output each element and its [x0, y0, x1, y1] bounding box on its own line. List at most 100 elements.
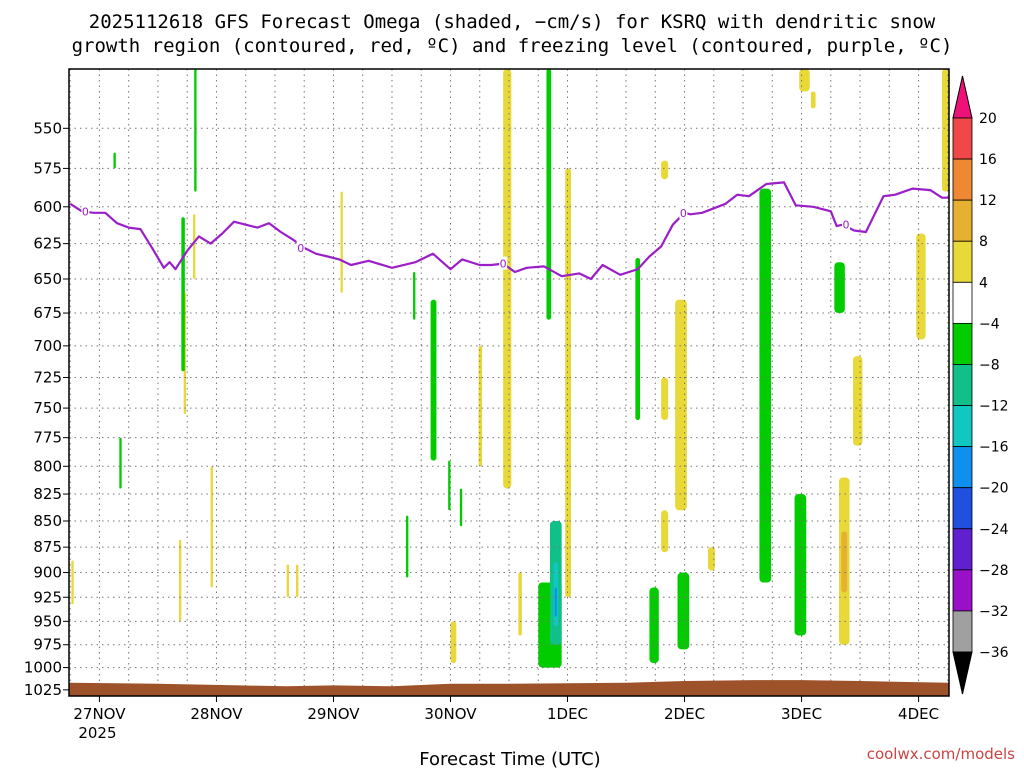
x-tick-label-3: 30NOV	[424, 705, 477, 723]
colorbar-tick-label-13: −36	[979, 645, 1009, 661]
omega-region-12	[518, 572, 522, 636]
colorbar-swatch-0	[952, 117, 973, 160]
freezing-label-bg-4	[842, 217, 851, 231]
freezing-label-bg-3	[679, 205, 688, 219]
omega-region-32	[448, 460, 451, 511]
omega-region-0	[71, 560, 74, 605]
omega-region-14	[661, 377, 669, 421]
y-tick-label-725: 725	[33, 369, 62, 387]
freezing-label-bg-2	[499, 256, 508, 270]
y-axis: 550 575 600 625 650 675 700 725 750 775 800 825 850 8…	[24, 119, 69, 699]
colorbar-tick-label-8: −16	[979, 440, 1009, 456]
colorbar-tick-label-2: 12	[979, 193, 997, 209]
omega-region-4	[210, 466, 213, 588]
omega-region-39	[794, 494, 807, 636]
omega-region-24	[841, 531, 848, 593]
colorbar-swatch-5	[952, 322, 973, 365]
omega-region-15	[661, 510, 669, 553]
chart-title-line1: 2025112618 GFS Forecast Omega (shaded, −…	[89, 11, 936, 33]
omega-region-40	[834, 262, 845, 314]
omega-region-23	[941, 69, 949, 192]
x-axis-label: Forecast Time (UTC)	[419, 749, 600, 768]
omega-region-34	[459, 488, 463, 527]
y-tick-label-850: 850	[33, 512, 62, 530]
y-tick-label-600: 600	[33, 198, 62, 216]
freezing-level-label-2: 0	[500, 258, 507, 271]
colorbar-swatch-8	[952, 446, 973, 489]
x-tick-label-1: 28NOV	[190, 705, 243, 723]
y-tick-label-625: 625	[33, 235, 62, 253]
omega-region-28	[119, 437, 122, 489]
x-tick-label-4: 1DEC	[547, 705, 588, 723]
omega-region-13	[675, 299, 687, 511]
omega-region-5	[286, 564, 289, 598]
y-tick-label-575: 575	[33, 159, 62, 177]
colorbar-tick-label-5: −4	[979, 316, 1000, 332]
y-tick-label-900: 900	[33, 564, 62, 582]
colorbar-bottom-arrow	[952, 651, 973, 695]
y-tick-label-675: 675	[33, 304, 62, 322]
omega-region-9	[478, 345, 483, 467]
omega-region-20	[853, 356, 863, 446]
y-tick-label-950: 950	[33, 612, 62, 630]
colorbar-swatch-4	[952, 281, 973, 324]
omega-region-19	[810, 91, 816, 109]
omega-region-30	[406, 515, 409, 578]
colorbar-tick-label-12: −32	[979, 604, 1009, 620]
colorbar-swatch-1	[952, 158, 973, 201]
colorbar-tick-label-4: 4	[979, 275, 988, 291]
plot-frame	[68, 68, 950, 697]
freezing-level-contour: 0 0 0 0 0	[69, 181, 949, 281]
grid-lines	[69, 69, 949, 696]
y-tick-label-975: 975	[33, 636, 62, 654]
y-tick-label-925: 925	[33, 588, 62, 606]
omega-region-27	[181, 217, 185, 372]
colorbar-swatch-11	[952, 569, 973, 612]
omega-region-25	[113, 152, 116, 169]
x-tick-sublabel-0: 2025	[78, 724, 116, 742]
colorbar-swatch-2	[952, 199, 973, 242]
omega-region-17	[707, 547, 715, 571]
omega-region-29	[413, 272, 416, 320]
omega-region-38	[759, 188, 772, 583]
colorbar-tick-label-1: 16	[979, 152, 997, 168]
colorbar-swatch-12	[952, 610, 973, 653]
y-tick-label-750: 750	[33, 399, 62, 417]
colorbar-tick-label-10: −24	[979, 522, 1009, 538]
freezing-level-line	[69, 181, 949, 281]
colorbar-tick-label-7: −12	[979, 399, 1009, 415]
omega-region-7	[340, 191, 343, 293]
x-tick-label-2: 29NOV	[307, 705, 360, 723]
chart-title-line2: growth region (contoured, red, ºC) and f…	[72, 35, 953, 57]
omega-region-22	[916, 233, 926, 340]
omega-region-2	[193, 214, 196, 280]
colorbar-tick-label-3: 8	[979, 234, 988, 250]
ground-terrain	[69, 680, 949, 696]
x-tick-label-7: 4DEC	[898, 705, 939, 723]
omega-region-36	[649, 587, 659, 664]
colorbar-swatch-9	[952, 487, 973, 530]
colorbar-tick-label-9: −20	[979, 481, 1009, 497]
y-tick-label-650: 650	[33, 270, 62, 288]
omega-region-16	[661, 160, 669, 180]
y-tick-label-700: 700	[33, 337, 62, 355]
colorbar-swatch-10	[952, 528, 973, 571]
y-tick-label-550: 550	[33, 119, 62, 137]
omega-region-3	[179, 539, 182, 622]
y-tick-label-1000: 1000	[24, 659, 62, 677]
colorbar-top-arrow	[952, 75, 973, 119]
x-tick-label-0: 27NOV	[73, 705, 126, 723]
colorbar-tick-label-0: 20	[979, 111, 997, 127]
credit-text: coolwx.com/models	[867, 745, 1015, 763]
y-tick-label-875: 875	[33, 538, 62, 556]
freezing-label-bg-0	[81, 204, 90, 218]
omega-region-11	[565, 168, 572, 598]
omega-region-33	[546, 69, 552, 320]
omega-region-37	[677, 572, 690, 650]
x-tick-label-5: 2DEC	[664, 705, 705, 723]
plot-area: 0 0 0 0 0	[68, 68, 950, 697]
colorbar: 20 16 12 8 4 −4 −8 −12 −16 −20 −24 −28 −32 −36	[952, 75, 1009, 695]
freezing-level-label-4: 0	[843, 219, 850, 232]
